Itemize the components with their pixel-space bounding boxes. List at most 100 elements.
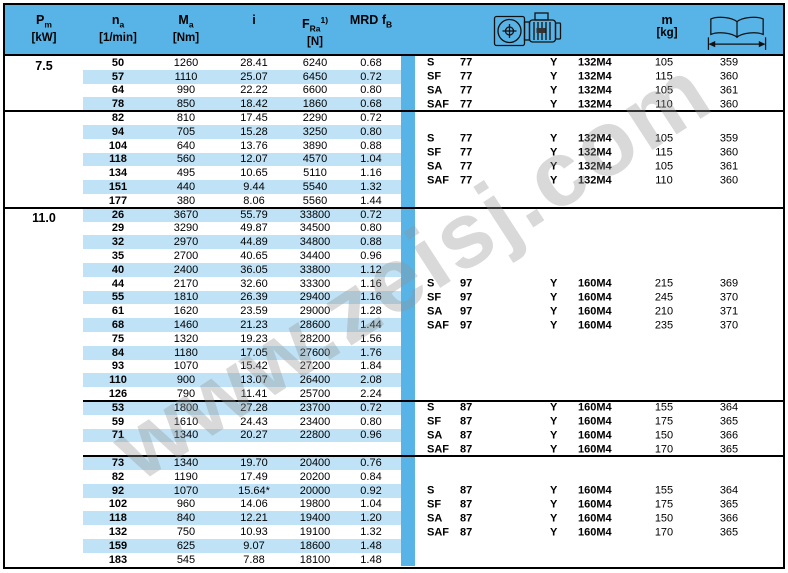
fra-cell: 28600: [299, 319, 331, 332]
pm-spacer-cell: [5, 263, 83, 277]
variant-group: S 87 Y 160M4 155 364 SF 87 Y 160M4 175 365 SA 87 Y 160M…: [415, 401, 783, 456]
gear-size-cell: 77: [460, 174, 473, 187]
motor-size-cell: 132M4: [578, 160, 612, 173]
fra-cell: 34500: [299, 222, 331, 235]
fra-cell: 33800: [299, 263, 331, 276]
ma-cell: 2970: [173, 236, 199, 249]
mass-cell: 215: [654, 277, 674, 290]
motor-size-cell: 160M4: [578, 498, 612, 511]
motor-series-cell: Y: [550, 277, 558, 290]
gear-size-cell: 77: [460, 70, 473, 83]
mass-cell: 170: [654, 525, 674, 538]
fra-cell: 19800: [299, 498, 331, 511]
fb-cell: 0.72: [360, 401, 382, 414]
na-cell: 159: [108, 539, 128, 552]
ma-cell: 1070: [173, 360, 199, 373]
variant-panel: S 87 Y 160M4 155 364 SF 87 Y 160M4 175 365 SA 87 Y 160M…: [415, 456, 783, 566]
fb-cell: 0.96: [360, 250, 382, 263]
variant-type-cell: S: [427, 484, 435, 497]
ratio-cell: 9.44: [243, 181, 265, 194]
page-cell: 370: [719, 291, 739, 304]
pm-spacer-cell: [5, 415, 83, 429]
motor-series-cell: Y: [550, 132, 558, 145]
row-band: 92 1070 15.64* 20000 0.92: [83, 483, 401, 498]
page-cell: 364: [719, 484, 739, 497]
row-band: 64 990 22.22 6600 0.80: [83, 84, 401, 98]
ma-cell: 2170: [173, 277, 199, 290]
ratio-block: 50 1260 28.41 6240 0.68 57 1110 25.07 6450 0.72 64…: [5, 56, 783, 112]
motor-size-cell: 160M4: [578, 525, 612, 538]
variant-row: SA 77 Y 132M4 105 361: [415, 84, 783, 98]
na-cell: 68: [111, 319, 125, 332]
motor-size-cell: 160M4: [578, 429, 612, 442]
motor-series-cell: Y: [550, 146, 558, 159]
page-cell: 365: [719, 498, 739, 511]
ma-cell: 1610: [173, 415, 199, 428]
variant-panel: S 87 Y 160M4 155 364 SF 87 Y 160M4 175 365 SA 87 Y 160M…: [415, 401, 783, 456]
row-band: 78 850 18.42 1860 0.68: [83, 97, 401, 112]
row-band: 68 1460 21.23 28600 1.44: [83, 318, 401, 332]
ma-cell: 1110: [174, 70, 198, 83]
motor-series-cell: Y: [550, 305, 558, 318]
gear-size-cell: 97: [460, 291, 473, 304]
ma-cell: 640: [176, 139, 196, 152]
gear-size-cell: 97: [460, 305, 473, 318]
table-row: 134 495 10.65 5110 1.16: [5, 166, 401, 180]
table-row: 94 705 15.28 3250 0.80: [5, 124, 401, 139]
fra-cell: 20200: [299, 470, 331, 483]
column-separator: [401, 56, 415, 112]
ratio-rows: 53 1800 27.28 23700 0.72 59 1610 24.43 23400 0.80…: [5, 400, 401, 456]
mass-cell: 105: [654, 56, 674, 69]
variant-type-cell: S: [427, 132, 435, 145]
ma-cell: 1070: [173, 484, 199, 497]
ratio-cell: 10.65: [240, 167, 268, 180]
pm-value: 11.0: [32, 210, 56, 225]
table-row: 159 625 9.07 18600 1.48: [5, 538, 401, 553]
pm-spacer-cell: [5, 470, 83, 484]
variant-type-cell: SAF: [427, 98, 449, 111]
na-cell: 82: [111, 112, 125, 125]
motor-series-cell: Y: [550, 525, 558, 538]
row-band: 82 1190 17.49 20200 0.84: [83, 470, 401, 484]
fra-cell: 6600: [302, 84, 328, 97]
gear-size-cell: 87: [460, 512, 473, 525]
motor-series-cell: Y: [550, 291, 558, 304]
ma-cell: 560: [176, 153, 196, 166]
row-band: 35 2700 40.65 34400 0.96: [83, 249, 401, 263]
na-cell: 29: [111, 222, 125, 235]
ma-cell: 810: [176, 112, 196, 125]
pm-spacer-cell: [5, 194, 83, 208]
fra-cell: 6240: [302, 56, 328, 69]
variant-row: SF 87 Y 160M4 175 365: [415, 498, 783, 512]
table-row: 75 1320 19.23 28200 1.56: [5, 332, 401, 346]
variant-row: SF 77 Y 132M4 115 360: [415, 70, 783, 84]
variant-row: SA 87 Y 160M4 150 366: [415, 429, 783, 443]
row-band: 53 1800 27.28 23700 0.72: [83, 400, 401, 415]
table-row: 84 1180 17.05 27600 1.76: [5, 345, 401, 360]
ratio-cell: 20.27: [240, 429, 268, 442]
page-cell: 364: [719, 401, 739, 414]
ratio-cell: 24.43: [240, 415, 268, 428]
variant-type-cell: SF: [427, 415, 442, 428]
table-row: 82 810 17.45 2290 0.72: [5, 111, 401, 125]
pm-spacer-cell: [5, 84, 83, 98]
column-separator: [401, 207, 415, 401]
table-row: 57 1110 25.07 6450 0.72: [5, 69, 401, 84]
row-band: 29 3290 49.87 34500 0.80: [83, 222, 401, 236]
ma-cell: 790: [176, 388, 196, 401]
variant-type-cell: SAF: [427, 319, 449, 332]
mass-cell: 105: [654, 132, 674, 145]
ratio-rows: 73 1340 19.70 20400 0.76 82 1190 17.49 20200 0.84…: [5, 456, 401, 566]
fra-cell: 4570: [302, 153, 328, 166]
ma-cell: 2400: [173, 263, 199, 276]
table-row: 61 1620 23.59 29000 1.28: [5, 304, 401, 318]
pm-spacer-cell: [5, 139, 83, 153]
table-row: 92 1070 15.64* 20000 0.92: [5, 483, 401, 498]
ratio-rows: 50 1260 28.41 6240 0.68 57 1110 25.07 6450 0.72 64…: [5, 56, 401, 112]
ratio-cell: 7.88: [243, 553, 265, 566]
pm-spacer-cell: [5, 304, 83, 318]
variant-row: S 87 Y 160M4 155 364: [415, 401, 783, 415]
pm-spacer-cell: [5, 332, 83, 346]
row-band: 61 1620 23.59 29000 1.28: [83, 304, 401, 318]
ma-cell: 2700: [173, 250, 199, 263]
